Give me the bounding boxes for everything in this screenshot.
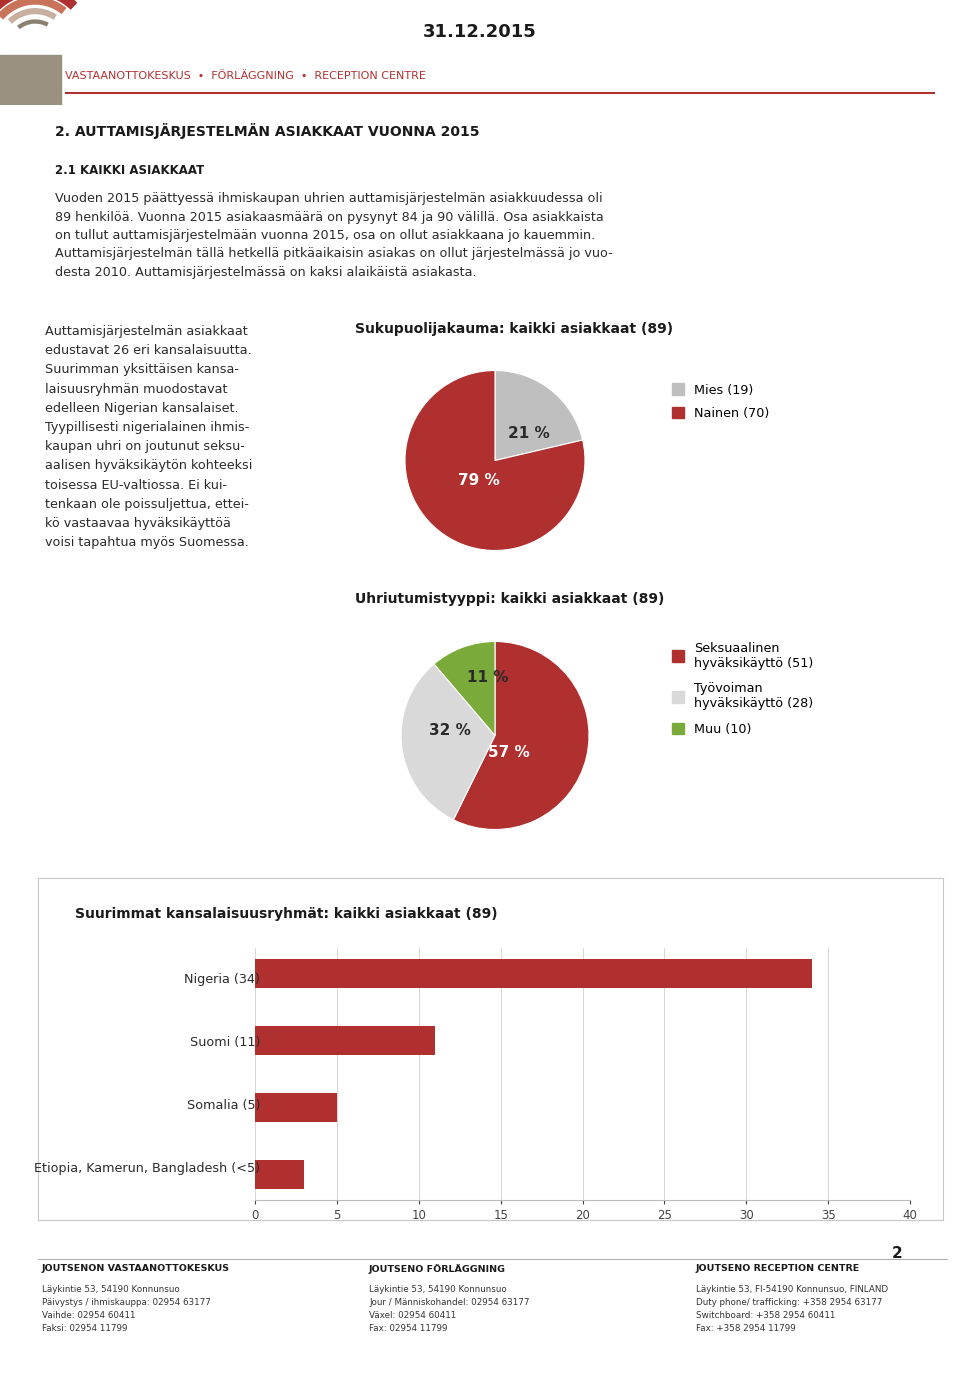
- Text: JOUTSENO FÖRLÄGGNING: JOUTSENO FÖRLÄGGNING: [369, 1264, 506, 1274]
- Text: 2: 2: [892, 1246, 902, 1262]
- Text: Vuoden 2015 päättyessä ihmiskaupan uhrien auttamisjärjestelmän asiakkuudessa oli: Vuoden 2015 päättyessä ihmiskaupan uhrie…: [55, 192, 612, 280]
- Wedge shape: [434, 641, 495, 736]
- Text: Suomi (11): Suomi (11): [190, 1036, 260, 1049]
- Text: Suurimmat kansalaisuusryhmät: kaikki asiakkaat (89): Suurimmat kansalaisuusryhmät: kaikki asi…: [75, 907, 497, 921]
- Text: Nigeria (34): Nigeria (34): [184, 972, 260, 986]
- Text: 57 %: 57 %: [489, 746, 530, 759]
- Bar: [255, 1093, 337, 1121]
- Bar: [255, 1027, 435, 1054]
- Text: 11 %: 11 %: [467, 669, 508, 684]
- Bar: [0, 54, 60, 104]
- Text: Etiopia, Kamerun, Bangladesh (<5): Etiopia, Kamerun, Bangladesh (<5): [34, 1161, 260, 1175]
- Wedge shape: [405, 370, 585, 551]
- Text: VASTAANOTTOKESKUS  •  FÖRLÄGGNING  •  RECEPTION CENTRE: VASTAANOTTOKESKUS • FÖRLÄGGNING • RECEPT…: [65, 71, 426, 81]
- Text: Läykintie 53, 54190 Konnunsuo
Päivystys / ihmiskauppa: 02954 63177
Vaihde: 02954: Läykintie 53, 54190 Konnunsuo Päivystys …: [42, 1285, 211, 1333]
- Text: JOUTSENO RECEPTION CENTRE: JOUTSENO RECEPTION CENTRE: [696, 1264, 860, 1273]
- Legend: Mies (19), Nainen (70): Mies (19), Nainen (70): [666, 378, 775, 426]
- Text: 79 %: 79 %: [458, 473, 499, 488]
- Text: Läykintie 53, FI-54190 Konnunsuo, FINLAND
Duty phone/ trafficking: +358 2954 631: Läykintie 53, FI-54190 Konnunsuo, FINLAN…: [696, 1285, 888, 1333]
- Bar: [255, 1160, 304, 1188]
- Wedge shape: [453, 641, 589, 829]
- Text: 2. AUTTAMISJÄRJESTELMÄN ASIAKKAAT VUONNA 2015: 2. AUTTAMISJÄRJESTELMÄN ASIAKKAAT VUONNA…: [55, 122, 479, 139]
- Text: Sukupuolijakauma: kaikki asiakkaat (89): Sukupuolijakauma: kaikki asiakkaat (89): [355, 321, 673, 337]
- Bar: [255, 960, 812, 988]
- Text: 2.1 KAIKKI ASIAKKAAT: 2.1 KAIKKI ASIAKKAAT: [55, 164, 204, 177]
- Text: 21 %: 21 %: [509, 426, 550, 441]
- Text: 31.12.2015: 31.12.2015: [423, 24, 537, 40]
- Text: Somalia (5): Somalia (5): [186, 1099, 260, 1111]
- Wedge shape: [495, 370, 583, 460]
- Wedge shape: [401, 664, 495, 819]
- Text: Läykintie 53, 54190 Konnunsuo
Jour / Människohandel: 02954 63177
Växel: 02954 60: Läykintie 53, 54190 Konnunsuo Jour / Män…: [369, 1285, 530, 1333]
- Text: Uhriutumistyyppi: kaikki asiakkaat (89): Uhriutumistyyppi: kaikki asiakkaat (89): [355, 593, 664, 606]
- Text: 32 %: 32 %: [429, 723, 470, 739]
- Text: Auttamisjärjestelmän asiakkaat
edustavat 26 eri kansalaisuutta.
Suurimman yksitt: Auttamisjärjestelmän asiakkaat edustavat…: [45, 325, 252, 549]
- Text: JOUTSENON VASTAANOTTOKESKUS: JOUTSENON VASTAANOTTOKESKUS: [42, 1264, 230, 1273]
- Legend: Seksuaalinen
hyväksikäyttö (51), Työvoiman
hyväksikäyttö (28), Muu (10): Seksuaalinen hyväksikäyttö (51), Työvoim…: [666, 637, 819, 741]
